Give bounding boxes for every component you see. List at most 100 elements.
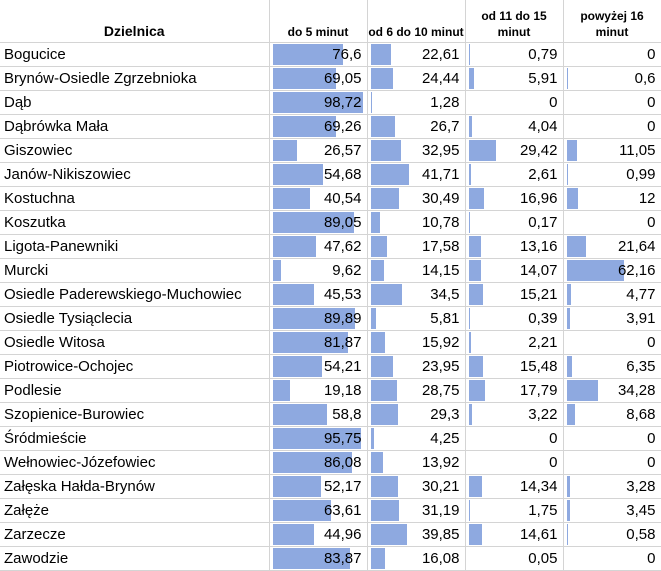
value-cell[interactable]: 34,5 <box>367 283 465 307</box>
value-cell[interactable]: 15,92 <box>367 331 465 355</box>
value-cell[interactable]: 12 <box>563 187 661 211</box>
value-cell[interactable]: 1,28 <box>367 91 465 115</box>
district-name-cell[interactable]: Wełnowiec-Józefowiec <box>0 451 269 475</box>
district-name-cell[interactable]: Podlesie <box>0 379 269 403</box>
value-cell[interactable]: 0 <box>465 91 563 115</box>
value-cell[interactable]: 52,17 <box>269 475 367 499</box>
value-cell[interactable]: 16,08 <box>367 547 465 571</box>
value-cell[interactable]: 62,16 <box>563 259 661 283</box>
column-header-up-to-5-min[interactable]: do 5 minut <box>269 0 367 43</box>
district-name-cell[interactable]: Janów-Nikiszowiec <box>0 163 269 187</box>
value-cell[interactable]: 32,95 <box>367 139 465 163</box>
district-name-cell[interactable]: Piotrowice-Ochojec <box>0 355 269 379</box>
value-cell[interactable]: 28,75 <box>367 379 465 403</box>
value-cell[interactable]: 98,72 <box>269 91 367 115</box>
value-cell[interactable]: 3,22 <box>465 403 563 427</box>
value-cell[interactable]: 54,68 <box>269 163 367 187</box>
value-cell[interactable]: 0,39 <box>465 307 563 331</box>
value-cell[interactable]: 14,07 <box>465 259 563 283</box>
value-cell[interactable]: 13,16 <box>465 235 563 259</box>
value-cell[interactable]: 39,85 <box>367 523 465 547</box>
value-cell[interactable]: 0,05 <box>465 547 563 571</box>
value-cell[interactable]: 95,75 <box>269 427 367 451</box>
value-cell[interactable]: 8,68 <box>563 403 661 427</box>
value-cell[interactable]: 0,99 <box>563 163 661 187</box>
value-cell[interactable]: 23,95 <box>367 355 465 379</box>
value-cell[interactable]: 5,91 <box>465 67 563 91</box>
value-cell[interactable]: 14,61 <box>465 523 563 547</box>
value-cell[interactable]: 0,6 <box>563 67 661 91</box>
value-cell[interactable]: 2,21 <box>465 331 563 355</box>
value-cell[interactable]: 9,62 <box>269 259 367 283</box>
value-cell[interactable]: 69,26 <box>269 115 367 139</box>
value-cell[interactable]: 0 <box>563 547 661 571</box>
value-cell[interactable]: 17,58 <box>367 235 465 259</box>
value-cell[interactable]: 0 <box>465 451 563 475</box>
value-cell[interactable]: 0 <box>563 115 661 139</box>
column-header-district[interactable]: Dzielnica <box>0 0 269 43</box>
value-cell[interactable]: 0 <box>563 91 661 115</box>
value-cell[interactable]: 29,3 <box>367 403 465 427</box>
value-cell[interactable]: 15,48 <box>465 355 563 379</box>
value-cell[interactable]: 26,57 <box>269 139 367 163</box>
column-header-6-to-10-min[interactable]: od 6 do 10 minut <box>367 0 465 43</box>
value-cell[interactable]: 6,35 <box>563 355 661 379</box>
value-cell[interactable]: 0 <box>465 427 563 451</box>
district-name-cell[interactable]: Brynów-Osiedle Zgrzebnioka <box>0 67 269 91</box>
district-name-cell[interactable]: Śródmieście <box>0 427 269 451</box>
value-cell[interactable]: 0 <box>563 43 661 67</box>
value-cell[interactable]: 5,81 <box>367 307 465 331</box>
value-cell[interactable]: 30,49 <box>367 187 465 211</box>
value-cell[interactable]: 24,44 <box>367 67 465 91</box>
value-cell[interactable]: 40,54 <box>269 187 367 211</box>
value-cell[interactable]: 0,58 <box>563 523 661 547</box>
value-cell[interactable]: 26,7 <box>367 115 465 139</box>
district-name-cell[interactable]: Bogucice <box>0 43 269 67</box>
column-header-11-to-15-min[interactable]: od 11 do 15 minut <box>465 0 563 43</box>
district-name-cell[interactable]: Zarzecze <box>0 523 269 547</box>
value-cell[interactable]: 16,96 <box>465 187 563 211</box>
value-cell[interactable]: 4,77 <box>563 283 661 307</box>
district-name-cell[interactable]: Załęże <box>0 499 269 523</box>
value-cell[interactable]: 3,91 <box>563 307 661 331</box>
value-cell[interactable]: 19,18 <box>269 379 367 403</box>
value-cell[interactable]: 13,92 <box>367 451 465 475</box>
value-cell[interactable]: 89,05 <box>269 211 367 235</box>
value-cell[interactable]: 3,28 <box>563 475 661 499</box>
value-cell[interactable]: 45,53 <box>269 283 367 307</box>
district-name-cell[interactable]: Osiedle Tysiąclecia <box>0 307 269 331</box>
value-cell[interactable]: 0 <box>563 211 661 235</box>
district-name-cell[interactable]: Giszowiec <box>0 139 269 163</box>
district-name-cell[interactable]: Dąbrówka Mała <box>0 115 269 139</box>
value-cell[interactable]: 17,79 <box>465 379 563 403</box>
value-cell[interactable]: 81,87 <box>269 331 367 355</box>
value-cell[interactable]: 2,61 <box>465 163 563 187</box>
value-cell[interactable]: 83,87 <box>269 547 367 571</box>
value-cell[interactable]: 14,34 <box>465 475 563 499</box>
value-cell[interactable]: 30,21 <box>367 475 465 499</box>
value-cell[interactable]: 54,21 <box>269 355 367 379</box>
value-cell[interactable]: 3,45 <box>563 499 661 523</box>
value-cell[interactable]: 41,71 <box>367 163 465 187</box>
district-name-cell[interactable]: Koszutka <box>0 211 269 235</box>
value-cell[interactable]: 0 <box>563 427 661 451</box>
value-cell[interactable]: 63,61 <box>269 499 367 523</box>
column-header-over-16-min[interactable]: powyżej 16 minut <box>563 0 661 43</box>
value-cell[interactable]: 10,78 <box>367 211 465 235</box>
district-name-cell[interactable]: Kostuchna <box>0 187 269 211</box>
value-cell[interactable]: 34,28 <box>563 379 661 403</box>
district-name-cell[interactable]: Załęska Hałda-Brynów <box>0 475 269 499</box>
value-cell[interactable]: 22,61 <box>367 43 465 67</box>
district-name-cell[interactable]: Dąb <box>0 91 269 115</box>
value-cell[interactable]: 69,05 <box>269 67 367 91</box>
value-cell[interactable]: 44,96 <box>269 523 367 547</box>
district-name-cell[interactable]: Szopienice-Burowiec <box>0 403 269 427</box>
value-cell[interactable]: 0,79 <box>465 43 563 67</box>
district-name-cell[interactable]: Murcki <box>0 259 269 283</box>
value-cell[interactable]: 58,8 <box>269 403 367 427</box>
value-cell[interactable]: 29,42 <box>465 139 563 163</box>
value-cell[interactable]: 1,75 <box>465 499 563 523</box>
value-cell[interactable]: 0 <box>563 451 661 475</box>
district-name-cell[interactable]: Osiedle Witosa <box>0 331 269 355</box>
district-name-cell[interactable]: Ligota-Panewniki <box>0 235 269 259</box>
